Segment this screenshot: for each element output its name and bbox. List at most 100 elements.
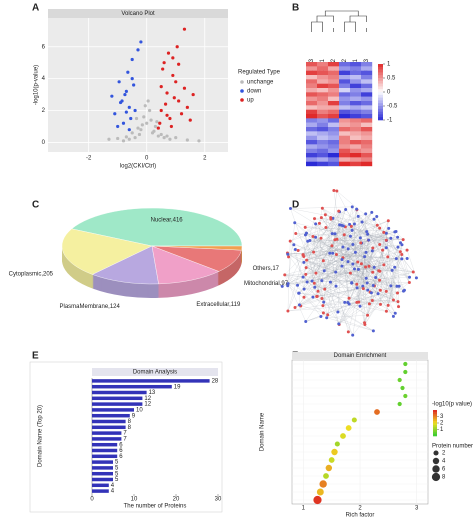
network-node	[405, 256, 409, 260]
colorbar-label: 2	[440, 421, 444, 427]
size-key	[431, 472, 441, 482]
colorbar-step	[433, 433, 437, 437]
pie-label: Others,17	[253, 266, 280, 272]
bar	[92, 437, 122, 441]
legend-title: Protein number	[432, 444, 473, 450]
colorbar-step	[378, 92, 383, 96]
network-edge	[386, 233, 398, 238]
value-label: 7	[123, 436, 127, 442]
heat-cell	[306, 88, 318, 93]
value-label: 5	[115, 477, 119, 483]
network-node	[305, 258, 309, 262]
point	[124, 89, 128, 93]
network-node	[355, 282, 359, 286]
network-edge	[379, 244, 394, 300]
point	[127, 137, 131, 141]
point	[197, 139, 201, 143]
point	[156, 134, 160, 138]
point	[134, 116, 139, 121]
heat-cell	[306, 92, 318, 97]
dot	[323, 473, 329, 479]
network-edge	[303, 219, 375, 255]
network-node	[393, 230, 397, 234]
heat-cell	[361, 140, 373, 145]
network-edge	[284, 247, 387, 276]
network-edge	[371, 282, 410, 293]
network-node	[296, 283, 300, 287]
point	[168, 137, 172, 141]
bar	[92, 460, 113, 464]
network-edge	[305, 314, 328, 322]
network-node	[386, 303, 390, 307]
pie-slice	[151, 245, 220, 285]
network-node	[398, 241, 402, 245]
heat-cell	[361, 127, 373, 132]
network-node	[372, 217, 376, 221]
heat-cell	[306, 122, 318, 128]
network-node	[322, 269, 326, 273]
heat-cell	[317, 140, 329, 145]
dot	[403, 369, 408, 375]
network-node	[369, 291, 373, 295]
point	[182, 27, 187, 31]
heat-cell	[306, 140, 318, 145]
bar	[92, 442, 118, 447]
point	[142, 115, 146, 119]
network-edge	[287, 254, 324, 303]
value-label: 4	[111, 489, 115, 495]
title-bar	[48, 9, 228, 18]
network-edge	[326, 317, 374, 331]
network-edge	[306, 259, 405, 291]
x-tick-label: 30	[215, 497, 222, 503]
network-node	[330, 232, 334, 236]
network-node	[347, 296, 351, 300]
network-node	[314, 222, 318, 226]
network-edge	[315, 237, 350, 299]
heat-cell	[339, 153, 351, 158]
network-node	[293, 221, 297, 225]
network-node	[364, 250, 368, 254]
network-edge	[331, 245, 368, 284]
heat-cell	[328, 96, 340, 102]
heat-cell	[306, 62, 318, 67]
pie-slice	[61, 228, 153, 275]
colorbar-step	[433, 429, 437, 432]
heat-cell	[328, 118, 340, 123]
network-node	[400, 243, 404, 247]
point	[161, 67, 165, 71]
x-tick-label: 2	[203, 156, 207, 162]
network-edge	[364, 240, 387, 325]
network-node	[400, 257, 404, 261]
bar	[92, 431, 122, 435]
bar	[92, 402, 143, 406]
pie-slice	[71, 207, 243, 247]
network-node	[336, 310, 340, 314]
dot	[400, 385, 405, 391]
point	[116, 136, 120, 141]
network-node	[340, 257, 344, 261]
colorbar-label: 3	[440, 414, 444, 420]
network-edge	[363, 270, 379, 289]
heat-cell	[317, 88, 329, 93]
network-node	[408, 275, 412, 279]
network-node	[356, 260, 360, 264]
point	[121, 139, 126, 143]
network-edge	[364, 291, 387, 325]
network-node	[329, 216, 333, 220]
heat-cell	[339, 161, 351, 167]
heat-cell	[361, 144, 373, 149]
dot	[316, 488, 324, 496]
bar	[92, 466, 113, 470]
network-node	[320, 297, 324, 301]
heat-cell	[361, 109, 373, 115]
point	[169, 124, 173, 129]
heat-cell	[328, 83, 340, 89]
network-node	[366, 232, 370, 236]
colorbar-step	[378, 86, 383, 90]
dot	[334, 441, 340, 447]
network-node	[319, 315, 323, 319]
network-edge	[354, 209, 357, 224]
network-node	[303, 233, 307, 237]
network-node	[347, 302, 351, 306]
